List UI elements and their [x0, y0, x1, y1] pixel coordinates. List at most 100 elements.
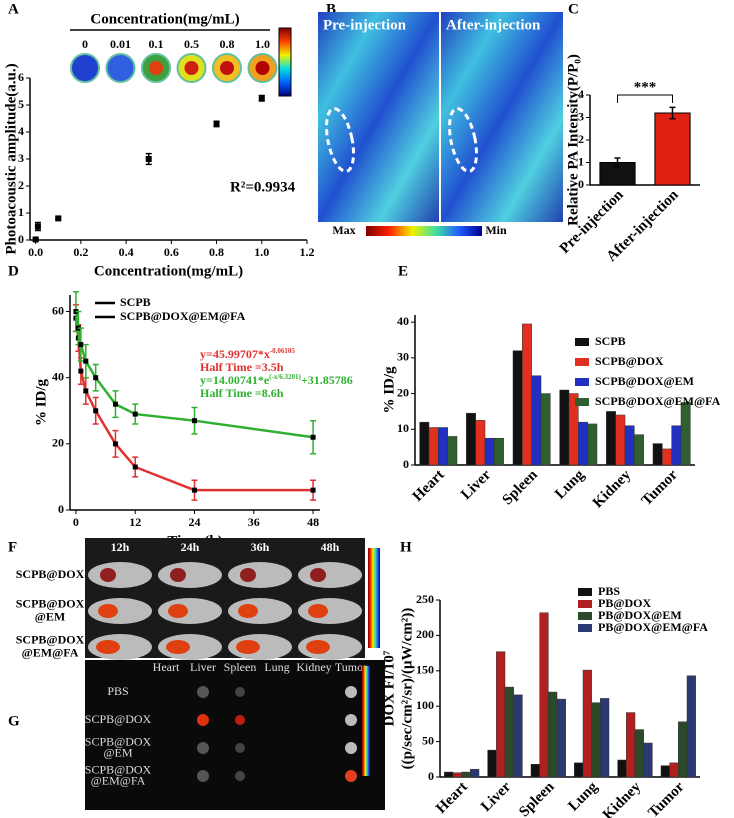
row-label: @EM@FA: [91, 773, 146, 787]
annotation-sup: -0.06105: [270, 347, 296, 355]
y-tick-label: 2: [578, 132, 584, 146]
bar: [470, 768, 480, 778]
legend-swatch: [578, 588, 592, 596]
phantom-core: [184, 61, 199, 75]
legend-swatch: [575, 338, 589, 346]
point: [83, 358, 89, 364]
annotation: y=14.00741*e(-x/6.3201)+31.85786: [200, 373, 353, 387]
inset-label: 1.0: [255, 37, 270, 51]
point: [112, 441, 118, 447]
bar: [494, 437, 504, 466]
error-bar: [614, 157, 621, 168]
bar: [669, 762, 679, 778]
annotation-sup: (-x/6.3201): [269, 373, 301, 381]
bar: [574, 762, 584, 778]
y-tick-label: 250: [416, 592, 434, 606]
x-tick-label: 1.0: [254, 245, 269, 259]
x-tick-label: Lung: [565, 779, 601, 815]
line: [74, 317, 314, 492]
bar: [452, 772, 462, 778]
x-tick-label: 24: [189, 515, 201, 529]
x-tick-label: 36: [248, 515, 260, 529]
annotation-text: y=45.99707*x: [200, 347, 270, 361]
bar: [606, 411, 616, 466]
mouse: [88, 562, 152, 588]
colorbar: [368, 548, 380, 648]
x-tick-label: 12: [129, 515, 141, 529]
y-tick-label: 0: [18, 232, 24, 246]
signal: [170, 568, 186, 582]
point: [34, 223, 41, 230]
x-tick-label: 0.8: [209, 245, 224, 259]
x-tick-label: 0.4: [119, 245, 134, 259]
column-label: Liver: [190, 660, 216, 674]
panel-label: C: [568, 1, 579, 17]
bar: [678, 721, 688, 778]
x-tick-label: 0.6: [164, 245, 179, 259]
point: [55, 215, 62, 222]
phantom-core: [113, 61, 128, 75]
column-label: Kidney: [296, 660, 331, 674]
bar: [428, 427, 439, 466]
y-tick-label: 60: [52, 303, 64, 317]
error-bar: [669, 106, 676, 120]
point: [112, 401, 118, 407]
panel-label: F: [8, 539, 17, 555]
column-label: 48h: [321, 540, 340, 554]
x-tick-label: Tumor: [639, 467, 681, 509]
signal: [96, 640, 120, 654]
y-tick-label: 4: [578, 87, 584, 101]
organ: [345, 686, 357, 698]
legend-swatch: [575, 378, 589, 386]
x-tick-label: Spleen: [500, 466, 542, 508]
inset-title: Concentration(mg/mL): [90, 11, 239, 27]
x-tick-label: 0.0: [28, 245, 43, 259]
phantom-core: [78, 61, 92, 75]
annotation-tail: +31.85786: [301, 373, 353, 387]
column-label: Spleen: [224, 660, 257, 674]
organ: [197, 714, 209, 726]
scale-label: Min: [485, 223, 507, 237]
bar: [496, 651, 506, 778]
column-label: Lung: [264, 660, 289, 674]
legend-label: PBS: [598, 584, 620, 598]
x-tick-label: Lung: [552, 467, 588, 503]
annotation: Half Time =3.5h: [200, 360, 284, 374]
point: [78, 342, 84, 348]
bar: [559, 389, 570, 466]
bar: [447, 436, 458, 466]
roi: [448, 107, 478, 173]
legend-swatch: [578, 624, 592, 632]
column-label: 24h: [181, 540, 200, 554]
inset-label: 0.5: [184, 37, 199, 51]
mouse: [158, 562, 222, 588]
mouse: [228, 598, 292, 624]
bar: [600, 698, 610, 778]
point: [192, 487, 198, 493]
bar: [582, 669, 592, 778]
pa-image: [318, 12, 439, 222]
mouse: [298, 598, 362, 624]
x-tick-label: Spleen: [516, 778, 558, 818]
legend-swatch: [575, 398, 589, 406]
organ: [197, 742, 209, 754]
legend-swatch: [575, 358, 589, 366]
x-tick-label: 0.2: [73, 245, 88, 259]
y-tick-label: 4: [18, 124, 24, 138]
y-tick-label: 20: [52, 436, 64, 450]
organ: [345, 714, 357, 726]
y-tick-label: 0: [428, 769, 434, 783]
legend-swatch: [578, 600, 592, 608]
bar: [686, 675, 696, 778]
x-tick-label: Kidney: [590, 467, 635, 512]
annotation-text: Half Time =8.6h: [200, 386, 284, 400]
bar: [652, 443, 663, 466]
x-axis-label: Concentration(mg/mL): [94, 263, 243, 279]
signal: [240, 568, 256, 582]
column-label: Heart: [153, 660, 180, 674]
inset-label: 0: [82, 37, 88, 51]
bar: [438, 427, 448, 466]
bar: [654, 112, 691, 186]
point: [258, 95, 265, 102]
bar: [643, 742, 653, 778]
